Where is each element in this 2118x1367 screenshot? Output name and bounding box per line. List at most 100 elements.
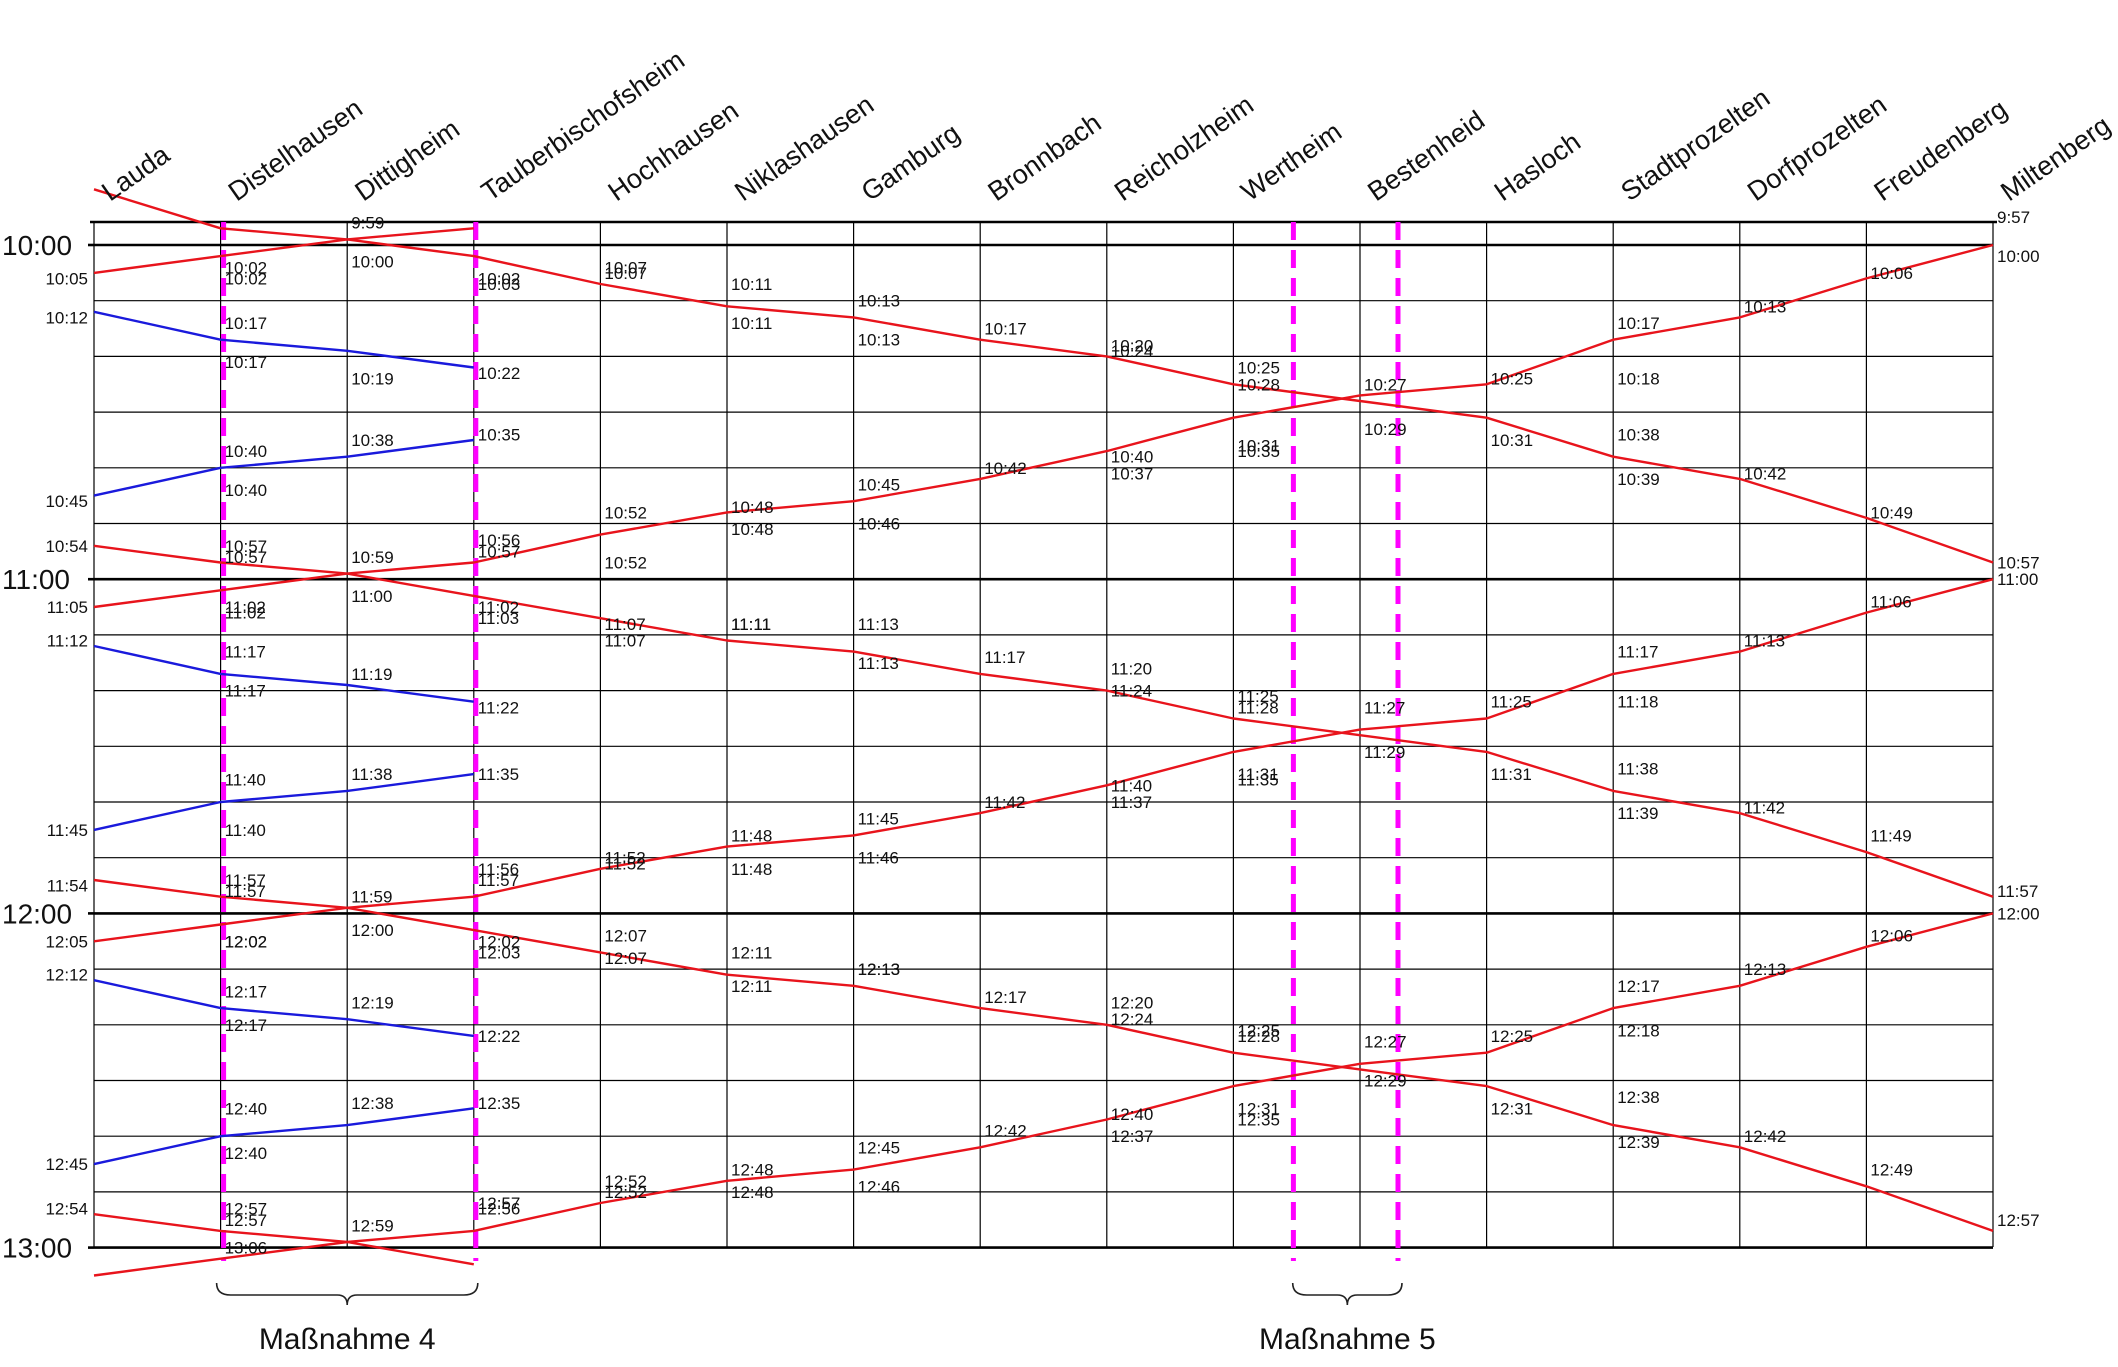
- time-label: 10:56: [478, 531, 521, 550]
- time-label: 10:13: [858, 331, 901, 350]
- time-label: 10:48: [731, 498, 774, 517]
- time-label: 12:19: [351, 994, 394, 1013]
- time-label: 11:57: [1997, 882, 2038, 901]
- time-label: 9:57: [1997, 208, 2030, 227]
- time-label: 10:42: [1744, 464, 1787, 483]
- time-label: 10:17: [225, 353, 268, 372]
- time-label: 11:18: [1617, 693, 1658, 712]
- time-label: 11:12: [47, 631, 88, 650]
- station-label: Lauda: [96, 139, 176, 207]
- time-label: 11:00: [351, 587, 392, 606]
- time-label: 12:52: [604, 1172, 647, 1191]
- time-label: 10:28: [1237, 375, 1280, 394]
- time-label: 10:42: [984, 459, 1027, 478]
- time-label: 11:13: [1744, 631, 1785, 650]
- hour-labels: 10:00 11:00 12:00 13:00: [2, 230, 72, 1264]
- time-label: 12:57: [1997, 1211, 2040, 1230]
- shuttle-train-path: [93, 310, 474, 369]
- time-label: 11:29: [1364, 743, 1405, 762]
- time-label: 12:42: [984, 1122, 1027, 1141]
- time-label: 10:24: [1111, 342, 1154, 361]
- time-label: 10:11: [731, 314, 772, 333]
- time-label: 11:42: [1744, 799, 1785, 818]
- time-label: 12:17: [1617, 977, 1660, 996]
- time-label: 10:13: [858, 292, 901, 311]
- time-label: 11:38: [1617, 760, 1658, 779]
- regional-train-path: [93, 227, 474, 275]
- time-label: 11:37: [1111, 793, 1152, 812]
- time-label: 11:17: [225, 643, 266, 662]
- time-label: 12:59: [351, 1216, 394, 1235]
- time-label: 12:17: [984, 988, 1027, 1007]
- time-label: 10:52: [604, 503, 647, 522]
- time-label: 12:00: [1997, 904, 2040, 923]
- time-label: 11:25: [1491, 693, 1532, 712]
- time-label: 12:27: [1364, 1033, 1407, 1052]
- regional-train-path: [93, 1213, 475, 1266]
- hour-label: 12:00: [2, 898, 72, 929]
- time-label: 11:57: [225, 882, 266, 901]
- time-label: 11:35: [1237, 771, 1278, 790]
- time-label: 11:20: [1111, 659, 1152, 678]
- time-label: 12:35: [478, 1094, 521, 1113]
- time-label: 11:13: [858, 654, 899, 673]
- time-label: 12:49: [1870, 1161, 1913, 1180]
- regional-train-path: [93, 243, 1994, 609]
- time-label: 12:38: [351, 1094, 394, 1113]
- time-label: 10:13: [1744, 297, 1787, 316]
- time-label: 11:17: [1617, 643, 1658, 662]
- measure-markers: [221, 222, 1401, 1261]
- time-label: 10:45: [45, 492, 88, 511]
- time-label: 12:40: [225, 1099, 268, 1118]
- time-label: 10:03: [478, 275, 521, 294]
- time-label: 12:02: [478, 932, 521, 951]
- time-label: 12:57: [478, 1194, 521, 1213]
- time-label: 10:12: [45, 308, 88, 327]
- time-label: 12:57: [225, 1211, 268, 1230]
- time-label: 10:31: [1237, 437, 1280, 456]
- time-label: 12:46: [858, 1177, 901, 1196]
- time-label: 10:38: [1617, 425, 1660, 444]
- time-label: 12:17: [225, 982, 268, 1001]
- time-label: 10:18: [1617, 370, 1660, 389]
- time-label: 10:46: [858, 515, 901, 534]
- time-label: 11:57: [225, 871, 266, 890]
- time-label: 11:22: [478, 698, 519, 717]
- time-label: 10:17: [1617, 314, 1660, 333]
- shuttle-train-path: [93, 644, 474, 703]
- station-label: Gamburg: [856, 118, 965, 207]
- time-label: 12:40: [1111, 1105, 1154, 1124]
- time-label: 12:02: [225, 932, 268, 951]
- time-label: 10:49: [1870, 503, 1913, 522]
- time-label: 10:35: [1237, 442, 1280, 461]
- time-label: 11:40: [1111, 776, 1152, 795]
- time-label: 10:06: [1870, 264, 1913, 283]
- time-label: 11:45: [47, 821, 88, 840]
- time-label: 10:02: [478, 269, 521, 288]
- shuttle-train-path: [93, 772, 474, 832]
- shuttle-train-path: [93, 979, 474, 1038]
- measure-brace: [1291, 1282, 1403, 1306]
- time-label: 11:11: [731, 615, 771, 634]
- time-label: 10:00: [1997, 247, 2040, 266]
- time-label: 11:35: [478, 765, 519, 784]
- time-label: 11:02: [225, 598, 266, 617]
- time-label: 10:27: [1364, 375, 1407, 394]
- measure-label: Maßnahme 4: [259, 1323, 436, 1356]
- time-label: 12:37: [1111, 1127, 1154, 1146]
- station-label: Bestenheid: [1362, 105, 1490, 207]
- time-label: 11:52: [604, 849, 645, 868]
- time-label: 11:06: [1870, 592, 1911, 611]
- time-label: 11:07: [604, 615, 645, 634]
- time-label: 10:22: [478, 364, 521, 383]
- time-label: 12:25: [1237, 1021, 1280, 1040]
- time-label: 12:18: [1617, 1021, 1660, 1040]
- time-label: 12:54: [45, 1200, 88, 1219]
- time-label: 10:35: [478, 425, 521, 444]
- measure-label: Maßnahme 5: [1259, 1323, 1436, 1356]
- time-label: 10:07: [604, 264, 647, 283]
- time-label: 12:12: [45, 966, 88, 985]
- time-label: 11:00: [1997, 570, 2038, 589]
